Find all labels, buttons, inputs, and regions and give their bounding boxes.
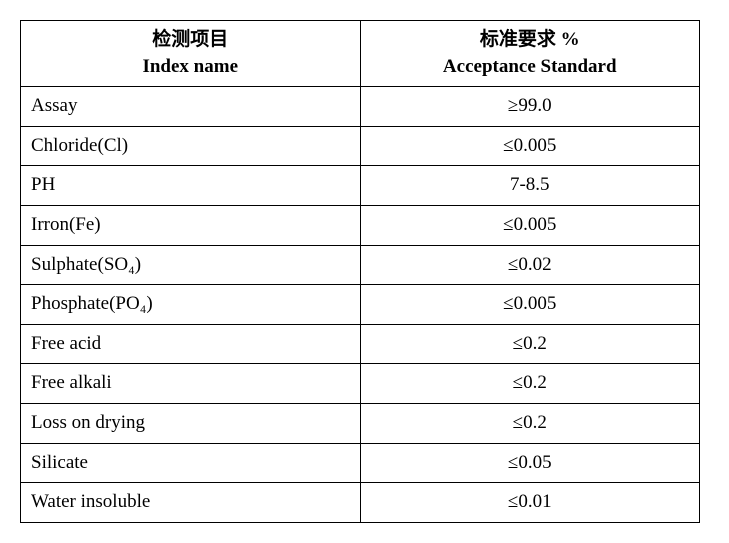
value-cell: ≤0.02 (360, 245, 700, 285)
header-standard-en: Acceptance Standard (443, 56, 617, 77)
table-row: Chloride(Cl) ≤0.005 (21, 126, 700, 166)
table-row: Irron(Fe) ≤0.005 (21, 205, 700, 245)
value-cell: ≤0.05 (360, 443, 700, 483)
index-cell: Free acid (21, 324, 361, 364)
value-cell: ≥99.0 (360, 87, 700, 127)
table-row: Free acid ≤0.2 (21, 324, 700, 364)
index-cell: Chloride(Cl) (21, 126, 361, 166)
table-row: PH 7-8.5 (21, 166, 700, 206)
table-row: Free alkali ≤0.2 (21, 364, 700, 404)
index-cell: PH (21, 166, 361, 206)
index-cell: Water insoluble (21, 483, 361, 523)
header-standard: 标准要求 % Acceptance Standard (360, 21, 700, 87)
table-row: Water insoluble ≤0.01 (21, 483, 700, 523)
value-cell: ≤0.005 (360, 126, 700, 166)
table-row: Phosphate(PO₄) ≤0.005 (21, 285, 700, 325)
value-cell: 7-8.5 (360, 166, 700, 206)
index-cell: Irron(Fe) (21, 205, 361, 245)
index-cell: Free alkali (21, 364, 361, 404)
table-body: Assay ≥99.0 Chloride(Cl) ≤0.005 PH 7-8.5… (21, 87, 700, 523)
spec-table: 检测项目 Index name 标准要求 % Acceptance Standa… (20, 20, 700, 523)
header-standard-cn: 标准要求 % (480, 29, 580, 50)
header-index-cn: 检测项目 (152, 29, 228, 50)
header-row: 检测项目 Index name 标准要求 % Acceptance Standa… (21, 21, 700, 87)
index-cell: Assay (21, 87, 361, 127)
index-cell: Sulphate(SO₄) (21, 245, 361, 285)
header-index-en: Index name (142, 56, 238, 77)
value-cell: ≤0.01 (360, 483, 700, 523)
value-cell: ≤0.005 (360, 285, 700, 325)
header-index: 检测项目 Index name (21, 21, 361, 87)
table-row: Silicate ≤0.05 (21, 443, 700, 483)
table-row: Assay ≥99.0 (21, 87, 700, 127)
value-cell: ≤0.2 (360, 324, 700, 364)
value-cell: ≤0.2 (360, 364, 700, 404)
value-cell: ≤0.005 (360, 205, 700, 245)
index-cell: Loss on drying (21, 403, 361, 443)
table-row: Sulphate(SO₄) ≤0.02 (21, 245, 700, 285)
index-cell: Silicate (21, 443, 361, 483)
table-row: Loss on drying ≤0.2 (21, 403, 700, 443)
value-cell: ≤0.2 (360, 403, 700, 443)
index-cell: Phosphate(PO₄) (21, 285, 361, 325)
